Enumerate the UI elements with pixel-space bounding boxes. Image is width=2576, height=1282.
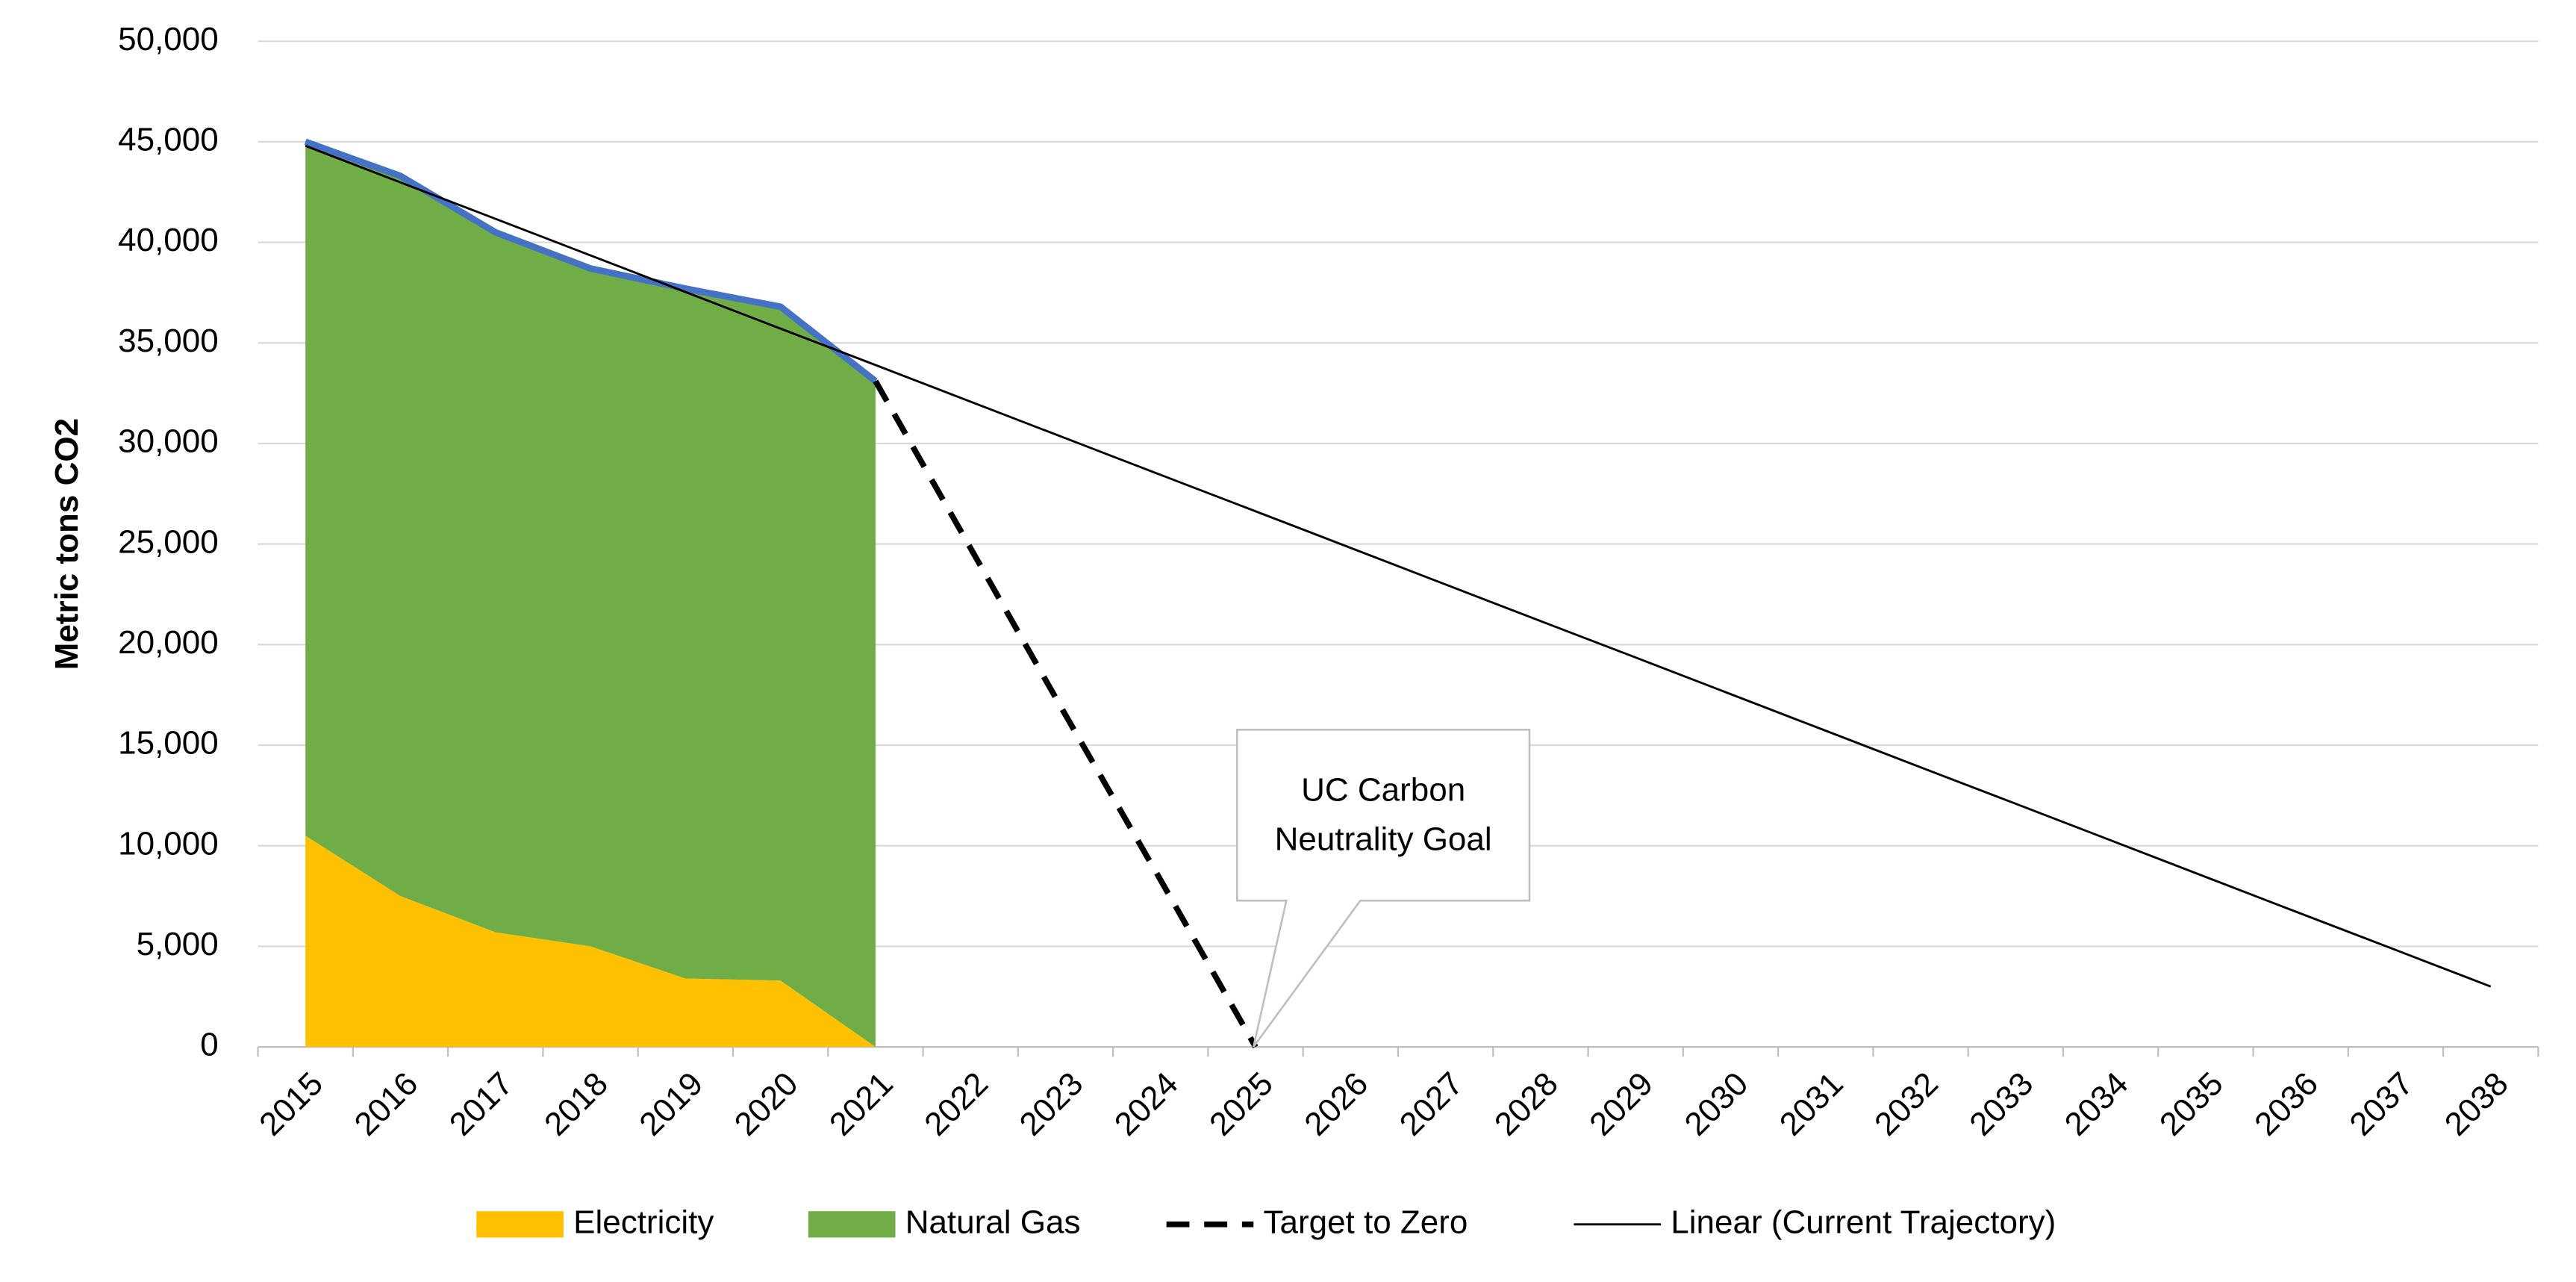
x-tick-label: 2036 bbox=[2248, 1065, 2325, 1143]
area bbox=[305, 141, 876, 1048]
x-tick-label: 2016 bbox=[347, 1065, 425, 1143]
x-tick-label: 2032 bbox=[1868, 1065, 1945, 1143]
y-axis-label: Metric tons CO2 bbox=[49, 418, 85, 670]
y-tick-label: 45,000 bbox=[118, 121, 219, 158]
y-tick-label: 15,000 bbox=[118, 725, 219, 762]
x-tick-label: 2023 bbox=[1012, 1065, 1090, 1143]
y-tick-label: 0 bbox=[200, 1027, 218, 1063]
y-tick-label: 5,000 bbox=[137, 926, 219, 962]
y-tick-label: 40,000 bbox=[118, 222, 219, 258]
legend-swatch bbox=[476, 1211, 564, 1238]
line bbox=[305, 144, 2492, 988]
x-tick-label: 2026 bbox=[1297, 1065, 1375, 1143]
annotation-line: Neutrality Goal bbox=[1275, 821, 1492, 858]
x-tick-label: 2015 bbox=[252, 1065, 330, 1143]
legend-label: Target to Zero bbox=[1263, 1204, 1468, 1240]
y-tick-label: 30,000 bbox=[118, 423, 219, 460]
x-tick-label: 2027 bbox=[1393, 1065, 1471, 1143]
legend-label: Linear (Current Trajectory) bbox=[1671, 1204, 2056, 1240]
area-outline bbox=[304, 138, 878, 384]
x-tick-label: 2030 bbox=[1677, 1065, 1755, 1143]
x-tick-label: 2025 bbox=[1203, 1065, 1280, 1143]
legend-swatch bbox=[808, 1211, 896, 1238]
x-tick-label: 2038 bbox=[2438, 1065, 2516, 1143]
x-tick-label: 2029 bbox=[1582, 1065, 1660, 1143]
x-tick-label: 2034 bbox=[2058, 1065, 2136, 1143]
y-tick-label: 25,000 bbox=[118, 523, 219, 560]
line bbox=[873, 379, 1259, 1049]
area bbox=[305, 836, 876, 1048]
x-tick-label: 2020 bbox=[728, 1065, 805, 1143]
legend-label: Natural Gas bbox=[905, 1204, 1081, 1240]
legend-label: Electricity bbox=[573, 1204, 714, 1240]
y-tick-label: 50,000 bbox=[118, 21, 219, 57]
x-tick-label: 2033 bbox=[1962, 1065, 2040, 1143]
x-tick-label: 2028 bbox=[1488, 1065, 1565, 1143]
x-tick-label: 2021 bbox=[823, 1065, 900, 1143]
x-tick-label: 2022 bbox=[917, 1065, 995, 1143]
callout-box bbox=[1235, 729, 1531, 1048]
x-tick-label: 2017 bbox=[443, 1065, 520, 1143]
x-tick-label: 2019 bbox=[632, 1065, 710, 1143]
annotation-line: UC Carbon bbox=[1301, 772, 1465, 809]
y-tick-label: 10,000 bbox=[118, 825, 219, 862]
callout: UC Carbon Neutrality Goal bbox=[1235, 729, 1531, 1048]
y-tick-label: 20,000 bbox=[118, 624, 219, 661]
y-tick-label: 35,000 bbox=[118, 323, 219, 359]
x-tick-label: 2035 bbox=[2153, 1065, 2230, 1143]
x-tick-label: 2024 bbox=[1108, 1065, 1185, 1143]
x-tick-label: 2037 bbox=[2342, 1065, 2420, 1143]
x-tick-label: 2031 bbox=[1773, 1065, 1850, 1143]
x-tick-label: 2018 bbox=[537, 1065, 615, 1143]
